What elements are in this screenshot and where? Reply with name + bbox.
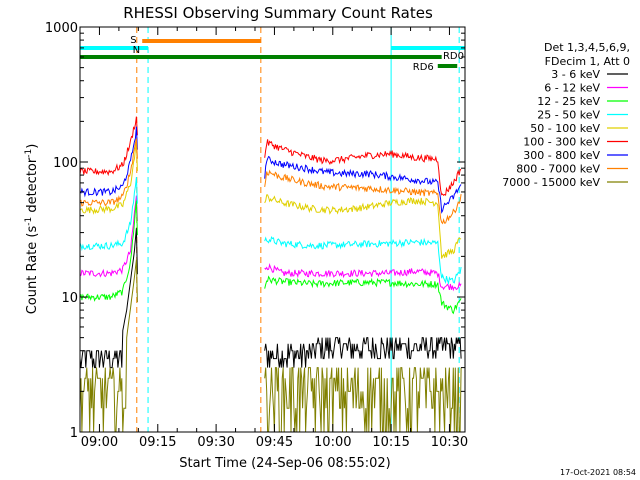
series-line-5-seg-1 (264, 139, 462, 196)
series-line-0-seg-1 (264, 337, 462, 368)
x-tick-label-6: 10:30 (431, 435, 468, 450)
state-bar-label-4: RD6 (413, 62, 434, 73)
series-line-4-seg-0 (80, 142, 138, 215)
y-axis-label-part-4: -1 (24, 149, 34, 158)
legend-label-4: 50 - 100 keV (530, 122, 600, 135)
x-axis-label: Start Time (24-Sep-06 08:55:02) (179, 456, 390, 471)
plot-clipped-group (80, 27, 465, 432)
legend-label-2: 12 - 25 keV (537, 95, 600, 108)
y-tick-label-3: 1000 (45, 21, 78, 36)
y-tick-label-0: 1 (70, 426, 78, 441)
y-tick-label-2: 100 (53, 156, 78, 171)
x-tick-label-3: 09:45 (256, 435, 293, 450)
legend-label-7: 800 - 7000 keV (516, 163, 600, 176)
series-line-5-seg-0 (80, 116, 138, 177)
legend-label-3: 25 - 50 keV (537, 109, 600, 122)
y-axis-label-part-5: ) (25, 144, 40, 149)
series-line-1-seg-1 (264, 262, 462, 292)
legend-label-6: 300 - 800 keV (523, 149, 600, 162)
x-tick-label-1: 09:15 (139, 435, 176, 450)
series-line-2-seg-0 (80, 200, 138, 302)
series-line-1-seg-0 (80, 195, 138, 278)
y-axis-label-part-3: detector (25, 157, 40, 217)
series-line-0-seg-0 (80, 228, 138, 369)
chart-title: RHESSI Observing Summary Count Rates (123, 4, 433, 22)
x-tick-label-5: 10:15 (372, 435, 409, 450)
state-bar-label-3: RD0 (443, 51, 464, 62)
plot-area: SN RD0 RD6 (80, 27, 465, 432)
y-axis-label-part-1: Count Rate (s (25, 226, 40, 315)
series-line-2-seg-1 (264, 275, 462, 315)
plot-frame (79, 26, 466, 433)
x-tick-label-4: 10:00 (314, 435, 351, 450)
legend: Det 1,3,4,5,6,9, FDecim 1, Att 0 3 - 6 k… (502, 41, 630, 189)
y-tick-label-1: 10 (61, 291, 78, 306)
series-line-6-seg-0 (80, 126, 138, 198)
series-line-8-seg-0 (80, 259, 138, 432)
legend-label-0: 3 - 6 keV (551, 68, 600, 81)
y-axis-label: Count Rate (s-1 detector-1) (24, 144, 40, 315)
footer-timestamp: 17-Oct-2021 08:54 (560, 468, 636, 477)
series-line-3-seg-1 (264, 236, 462, 286)
legend-header-line-1: Det 1,3,4,5,6,9, (544, 41, 630, 54)
x-tick-label-2: 09:30 (197, 435, 234, 450)
series-line-6-seg-1 (264, 155, 462, 214)
axes: 09:00 09:15 09:30 09:45 10:00 10:15 10:30 1 10 10… (45, 21, 468, 450)
legend-header-line-2: FDecim 1, Att 0 (545, 55, 630, 68)
series-line-7-seg-0 (80, 138, 138, 207)
legend-label-8: 7000 - 15000 keV (502, 176, 600, 189)
series-line-4-seg-1 (264, 194, 462, 259)
legend-label-1: 6 - 12 keV (544, 82, 600, 95)
state-bar-label-1: N (133, 45, 140, 56)
x-tick-label-0: 09:00 (81, 435, 118, 450)
series-line-7-seg-1 (264, 169, 462, 225)
y-axis-label-part-2: -1 (24, 217, 34, 226)
series-line-3-seg-0 (80, 176, 138, 252)
series-line-8-seg-1 (264, 367, 462, 432)
legend-label-5: 100 - 300 keV (523, 136, 600, 149)
state-bar-label-0: S (130, 35, 136, 46)
